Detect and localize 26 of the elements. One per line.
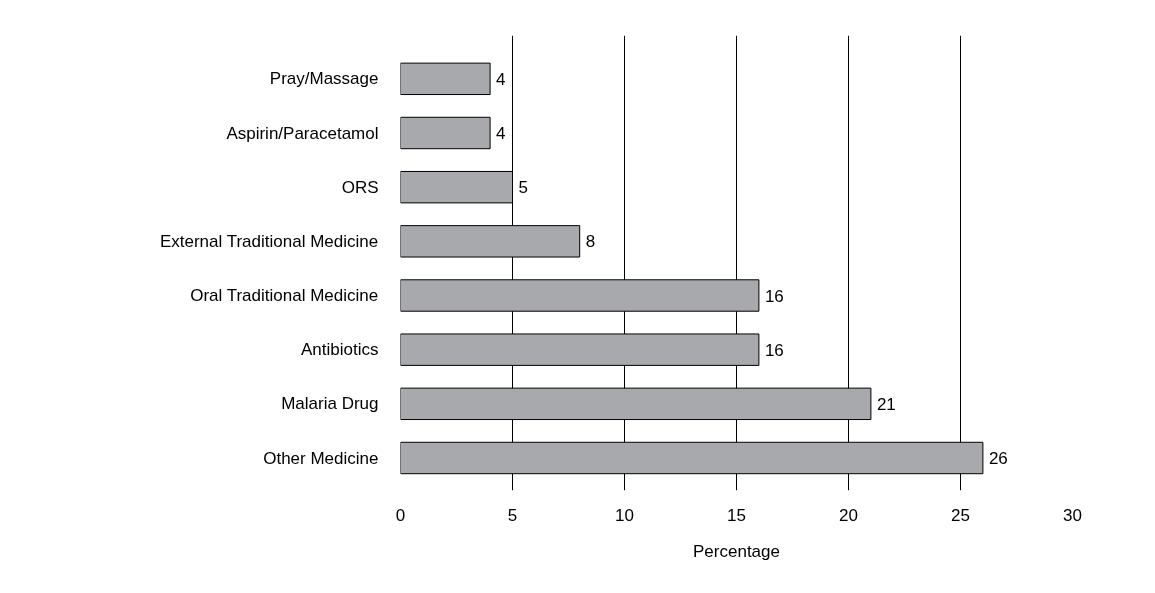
data-label: 8	[585, 232, 596, 252]
data-label: 26	[988, 449, 1008, 468]
data-label: 16	[764, 340, 784, 360]
x-tick-label: 0	[395, 505, 406, 525]
data-label: 21	[876, 394, 896, 414]
y-tick-label: Oral Traditional Medicine	[190, 286, 379, 305]
data-label: 4	[496, 69, 506, 89]
x-tick-label: 30	[1063, 505, 1082, 525]
y-tick-label: Malaria Drug	[281, 394, 379, 414]
x-tick-label: 10	[615, 505, 634, 525]
y-tick-label: Pray/Massage	[269, 69, 379, 89]
data-label: 5	[518, 178, 528, 198]
y-tick-label: External Traditional Medicine	[159, 231, 379, 251]
data-label: 16	[764, 286, 784, 306]
y-tick-label: Aspirin/Paracetamol	[226, 123, 379, 143]
y-tick-label: Other Medicine	[263, 448, 379, 468]
y-tick-label: Antibiotics	[301, 340, 379, 360]
x-tick-label: 15	[727, 505, 746, 525]
x-tick-label: 20	[839, 505, 858, 525]
data-label: 4	[496, 124, 506, 143]
x-tick-label: 25	[951, 505, 970, 525]
x-tick-label: 5	[507, 505, 518, 525]
bar	[400, 62, 491, 96]
x-axis-title: Percentage	[693, 541, 780, 561]
bar	[400, 116, 491, 150]
y-tick-label: ORS	[341, 177, 379, 197]
